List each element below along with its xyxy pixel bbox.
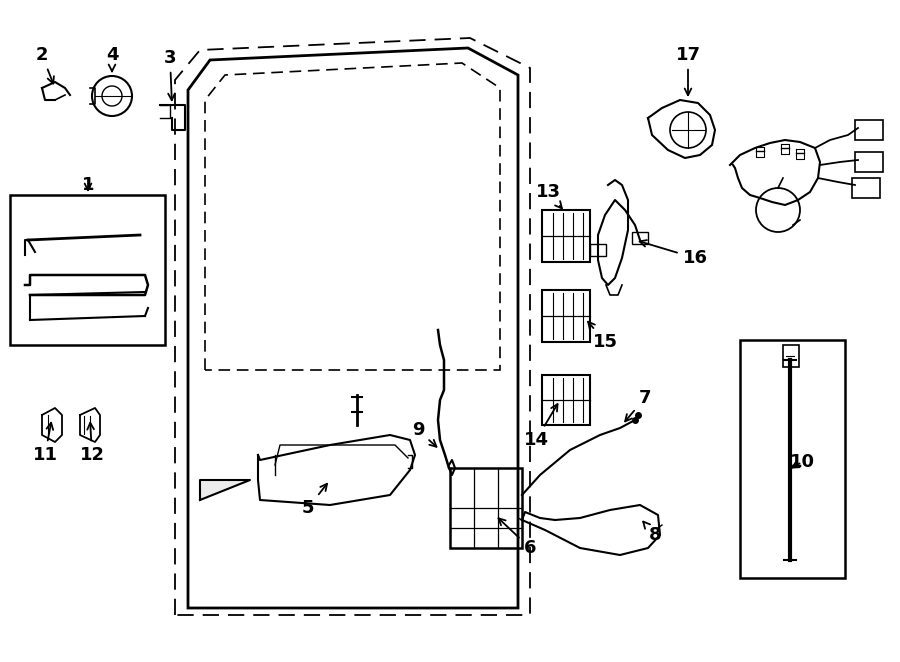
Text: 5: 5 [302,484,327,517]
Text: 16: 16 [640,240,707,267]
Text: 8: 8 [644,522,662,544]
Text: 12: 12 [79,423,104,464]
Text: 7: 7 [626,389,652,421]
Text: 6: 6 [499,518,536,557]
Text: 4: 4 [106,46,118,71]
Text: 14: 14 [524,404,557,449]
Text: 1: 1 [82,176,94,194]
Text: 11: 11 [32,423,58,464]
Text: 15: 15 [588,322,617,351]
Text: 3: 3 [164,49,176,100]
Text: 13: 13 [536,183,562,209]
Text: 2: 2 [36,46,54,83]
Text: 17: 17 [676,46,700,95]
Polygon shape [200,480,250,500]
Text: 10: 10 [789,453,814,471]
Text: 9: 9 [412,421,436,447]
